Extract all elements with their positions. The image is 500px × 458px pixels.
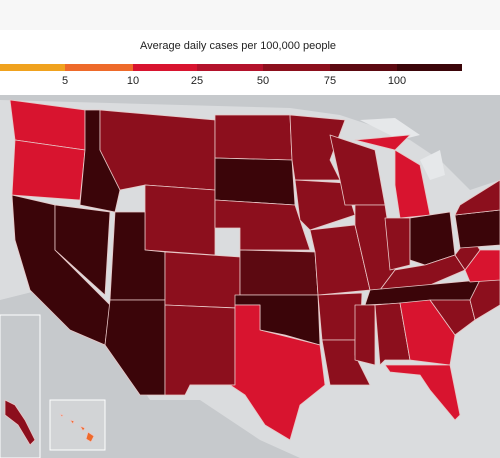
state [164, 251, 241, 309]
state [354, 304, 376, 366]
legend-tick-label: 25 [191, 75, 203, 87]
state [189, 304, 326, 441]
alaska [4, 399, 36, 446]
alaska-inset [0, 314, 41, 458]
state [354, 134, 431, 219]
state [321, 339, 371, 386]
legend-tick-label: 50 [257, 75, 269, 87]
hawaii [59, 413, 95, 443]
legend-swatch [397, 64, 462, 71]
state [104, 299, 166, 396]
state [309, 224, 371, 296]
state [454, 209, 500, 249]
canada [0, 95, 500, 190]
legend-tick-label: 100 [388, 75, 406, 87]
legend-tick-label: 75 [324, 75, 336, 87]
state [214, 114, 293, 161]
state [99, 109, 216, 191]
legend-title: Average daily cases per 100,000 people [140, 40, 336, 52]
state [164, 304, 236, 396]
legend-swatch [263, 64, 330, 71]
state [469, 279, 500, 321]
map [0, 95, 500, 458]
legend-tick-label: 10 [127, 75, 139, 87]
legend-swatch [133, 64, 197, 71]
top-band [0, 0, 500, 30]
state [454, 179, 500, 216]
state [214, 157, 296, 206]
state [54, 204, 111, 296]
legend-swatch [197, 64, 263, 71]
legend-swatch [65, 64, 133, 71]
state [374, 302, 411, 366]
legend-swatch [330, 64, 397, 71]
hawaii-inset [49, 399, 106, 451]
state [294, 179, 356, 231]
legend-swatch [0, 64, 65, 71]
great-lakes [360, 118, 445, 180]
legend-tick-label: 5 [62, 75, 68, 87]
legend-bar: 5 10 25 50 75 100 [0, 64, 462, 87]
state [11, 139, 86, 201]
legend-area [0, 30, 500, 95]
state [384, 364, 461, 421]
state [384, 217, 411, 271]
state [239, 249, 319, 296]
state [144, 184, 216, 256]
